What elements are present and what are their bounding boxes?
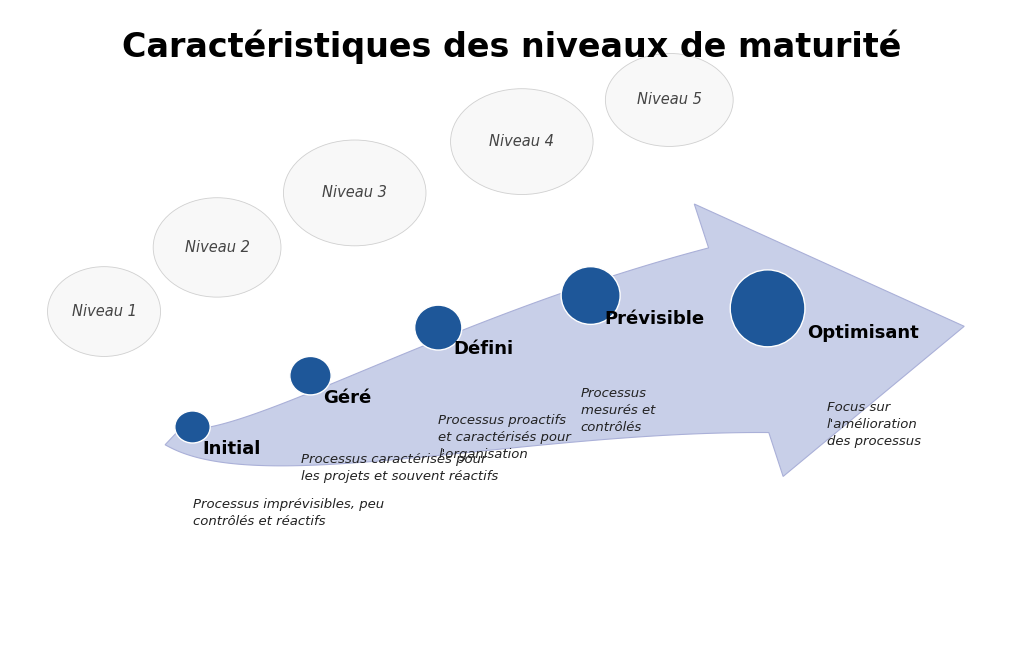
Ellipse shape xyxy=(415,305,462,350)
Polygon shape xyxy=(165,204,965,476)
Text: Niveau 3: Niveau 3 xyxy=(323,186,387,200)
Text: Niveau 4: Niveau 4 xyxy=(489,134,554,149)
Text: Géré: Géré xyxy=(324,389,372,407)
Ellipse shape xyxy=(154,198,281,297)
Text: Processus proactifs
et caractérisés pour
l'organisation: Processus proactifs et caractérisés pour… xyxy=(438,414,571,461)
Text: Niveau 2: Niveau 2 xyxy=(184,240,250,255)
Text: Focus sur
l'amélioration
des processus: Focus sur l'amélioration des processus xyxy=(826,401,921,448)
Text: Niveau 5: Niveau 5 xyxy=(637,92,701,108)
Ellipse shape xyxy=(605,53,733,146)
Ellipse shape xyxy=(290,357,331,395)
Text: Processus
mesurés et
contrôlés: Processus mesurés et contrôlés xyxy=(581,387,655,434)
Text: Initial: Initial xyxy=(203,440,261,458)
Ellipse shape xyxy=(47,267,161,357)
Text: Processus imprévisibles, peu
contrôlés et réactifs: Processus imprévisibles, peu contrôlés e… xyxy=(193,498,384,528)
Text: Optimisant: Optimisant xyxy=(807,325,919,343)
Ellipse shape xyxy=(561,267,621,325)
Ellipse shape xyxy=(730,270,805,347)
Ellipse shape xyxy=(451,89,593,194)
Ellipse shape xyxy=(175,411,210,443)
Text: Niveau 1: Niveau 1 xyxy=(72,304,136,319)
Text: Caractéristiques des niveaux de maturité: Caractéristiques des niveaux de maturité xyxy=(122,29,902,64)
Text: Défini: Défini xyxy=(453,341,513,359)
Text: Processus caractérisés pour
les projets et souvent réactifs: Processus caractérisés pour les projets … xyxy=(301,453,498,483)
Text: Prévisible: Prévisible xyxy=(604,310,705,327)
Ellipse shape xyxy=(284,140,426,246)
